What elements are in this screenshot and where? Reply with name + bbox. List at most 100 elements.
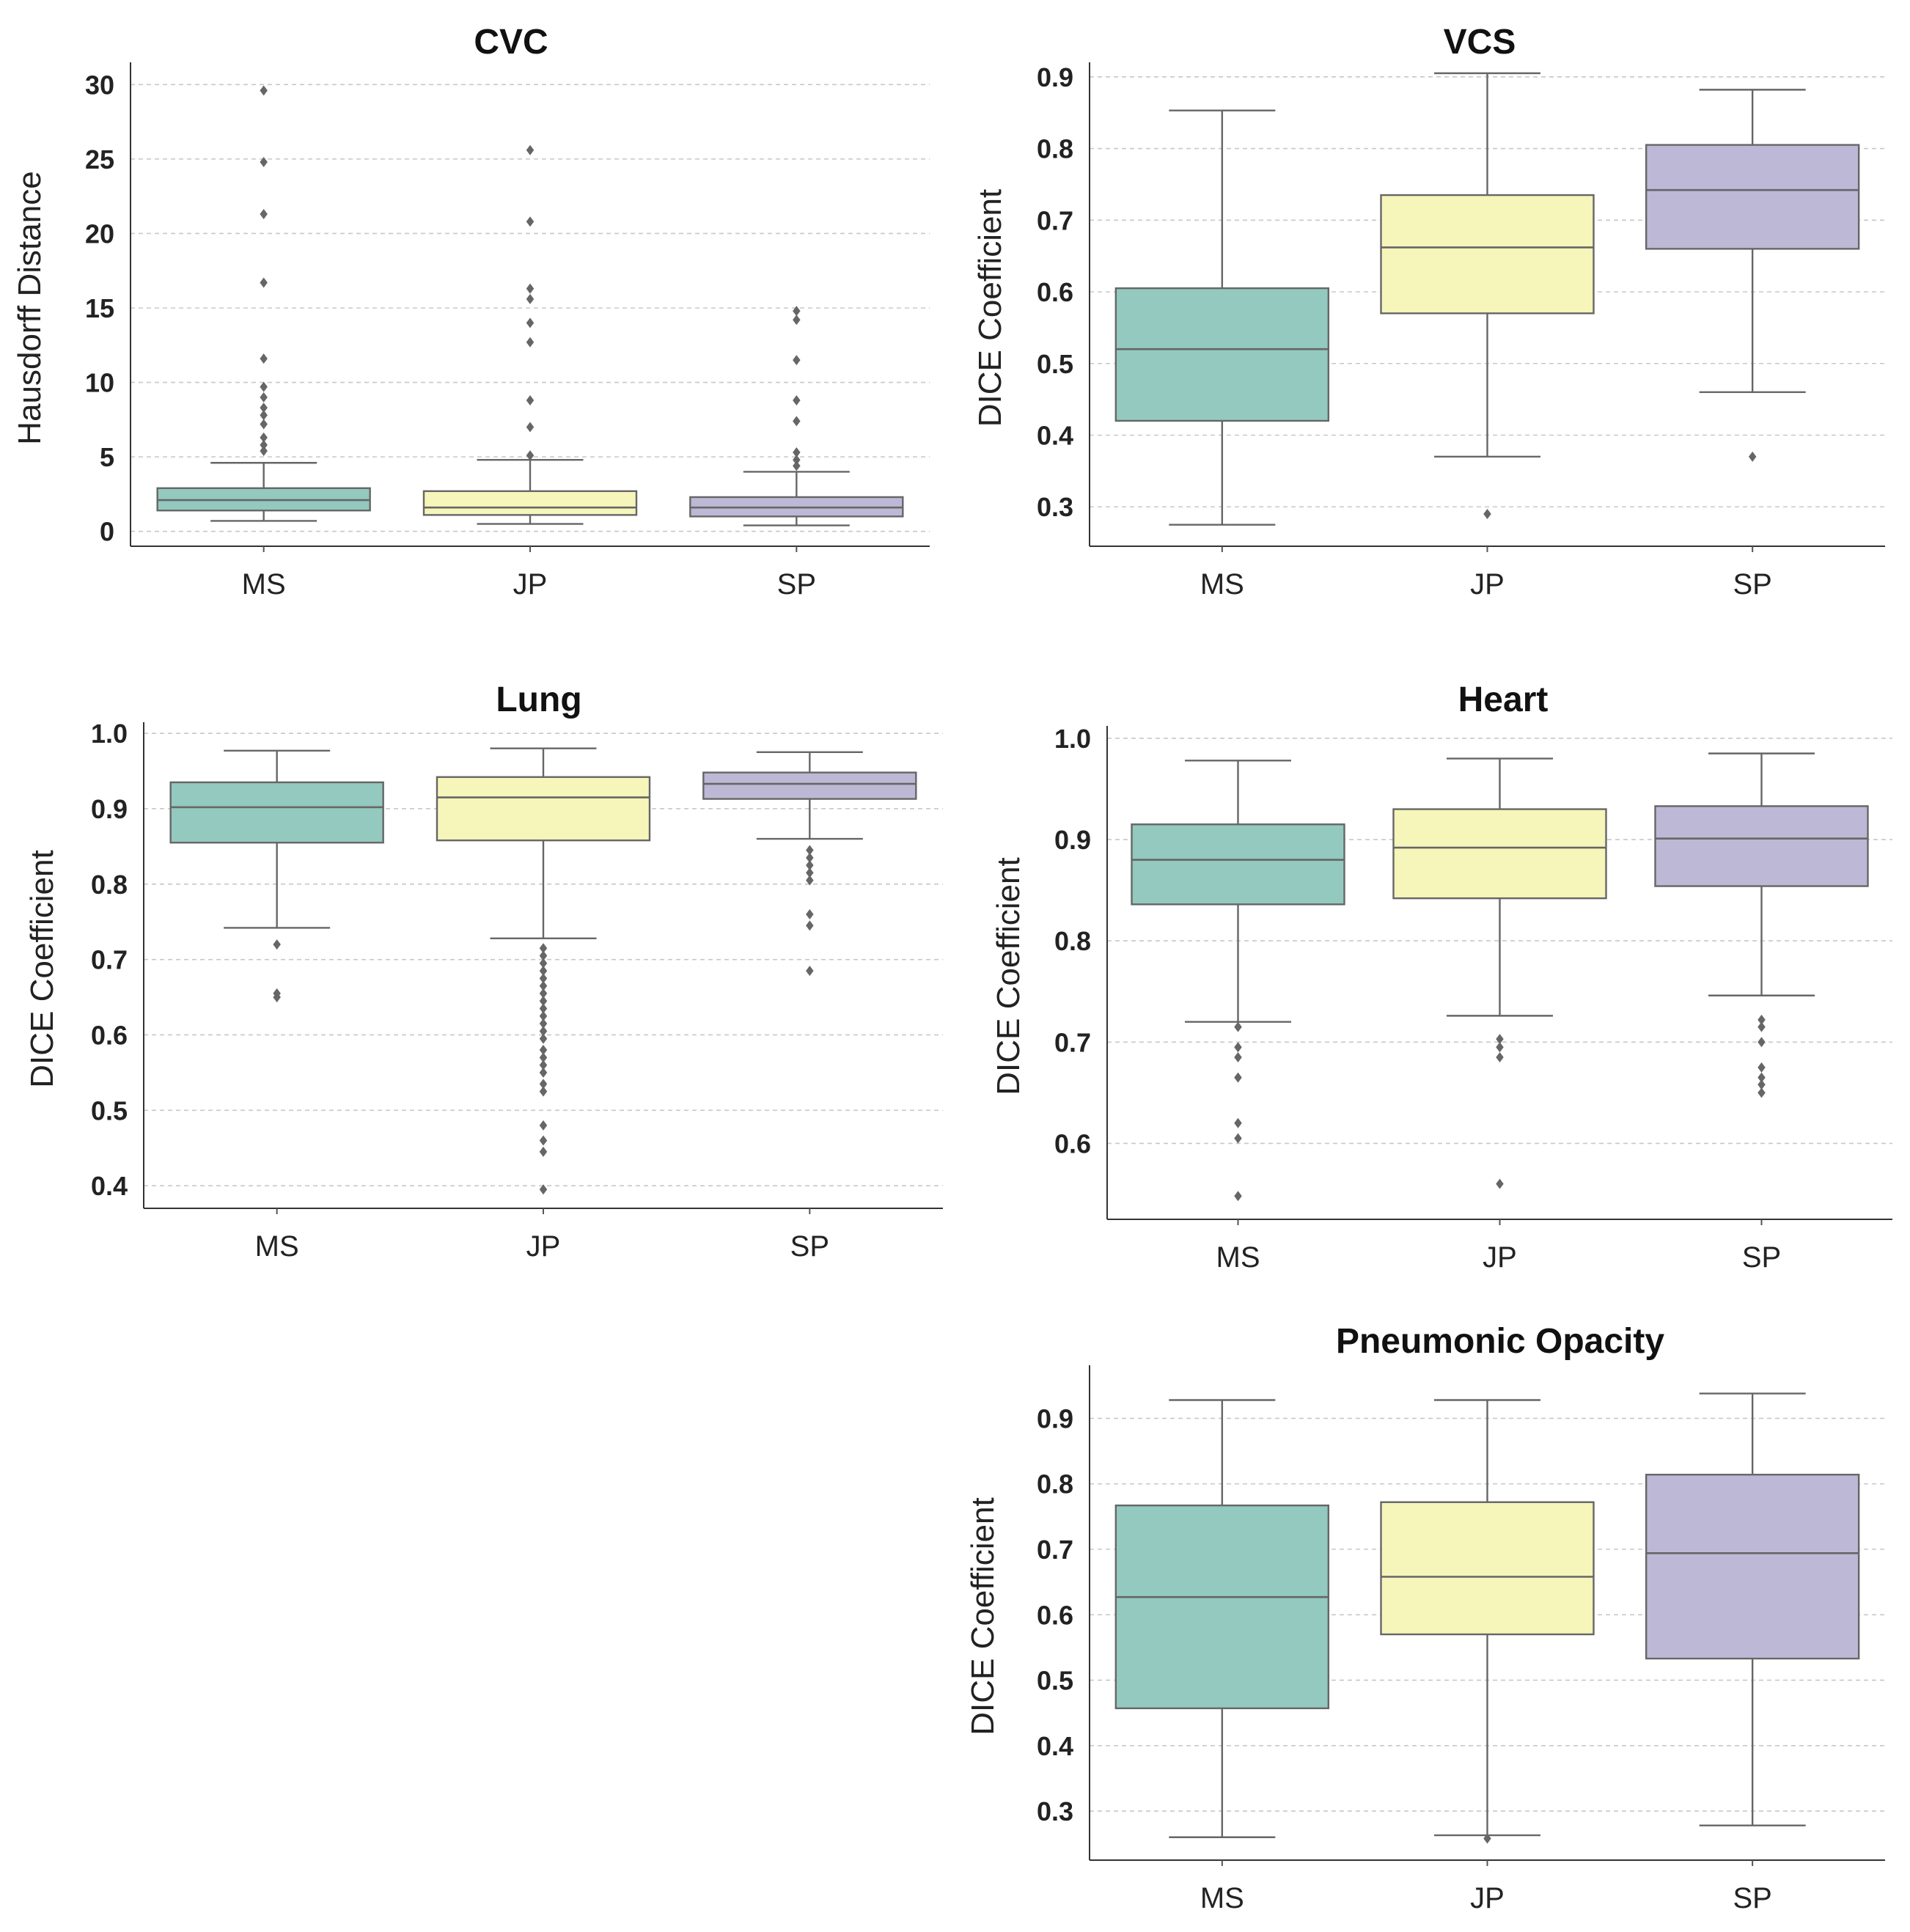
outlier-point [539,1086,548,1097]
x-tick-label-ms: MS [1200,568,1244,600]
outlier-point [1234,1191,1242,1202]
outlier-point [260,392,268,403]
outlier-point [539,1010,548,1021]
outlier-point [539,988,548,999]
x-tick-label-jp: JP [513,568,548,600]
outlier-point [793,416,801,427]
outlier-point [526,422,535,433]
box-iqr [1645,144,1860,250]
outlier-point [539,996,548,1007]
y-tick-label: 0.3 [1037,1796,1073,1826]
outlier-point [526,293,535,304]
box-group-ms [156,85,371,522]
outlier-point [526,394,535,405]
x-tick-label-ms: MS [255,1230,299,1263]
x-tick-label-ms: MS [1216,1241,1260,1274]
y-tick-label: 15 [85,293,114,323]
y-tick-label: 0.9 [1037,62,1073,92]
outlier-point [539,1018,548,1029]
outlier-point [1483,509,1491,520]
outlier-point [260,381,268,392]
box-iqr [169,781,384,844]
chart-heart: 0.6 0.7 0.8 0.9 1.0 MS JP SP Heart DICE Coefficie… [991,680,1892,1274]
y-tick-label: 0.8 [1054,926,1091,956]
outlier-point [1757,1021,1766,1032]
y-tick-label: 0.4 [1037,1731,1073,1761]
outlier-point [1757,1062,1766,1073]
chart-title: Pneumonic Opacity [1336,1322,1664,1361]
y-tick-label: 1.0 [91,719,128,749]
outlier-point [806,966,814,977]
chart-title: CVC [474,23,548,62]
outlier-point [539,1052,548,1063]
chart-title: Lung [496,680,581,719]
y-tick-label: 0.6 [91,1020,128,1050]
outlier-point [806,852,814,863]
box-iqr [1380,1501,1595,1636]
y-tick-label: 0.8 [1037,1469,1073,1499]
outlier-point [260,156,268,167]
outlier-point [1496,1042,1504,1053]
y-tick-label: 0 [100,517,114,547]
y-tick-label: 0.9 [1037,1403,1073,1433]
y-axis-label: DICE Coefficient [972,189,1008,427]
y-tick-label: 0.4 [91,1171,128,1201]
outlier-point [260,209,268,220]
x-tick-label-jp: JP [1470,1882,1505,1914]
x-tick-label-sp: SP [777,568,816,600]
outlier-point [539,980,548,991]
box-iqr [1131,823,1345,906]
outlier-point [806,875,814,886]
y-axis-label: DICE Coefficient [24,850,60,1087]
box-group-ms [1114,109,1330,526]
y-tick-label: 1.0 [1054,724,1091,754]
outlier-point [793,315,801,326]
y-tick-label: 0.8 [1037,134,1073,164]
outlier-point [526,283,535,294]
y-tick-label: 0.7 [1054,1027,1091,1057]
x-tick-label-ms: MS [1200,1882,1244,1914]
box-iqr [1654,805,1869,887]
outlier-point [1757,1072,1766,1083]
outlier-point [793,455,801,466]
box-iqr [1392,808,1607,900]
chart-pneumonic-opacity: 0.3 0.4 0.5 0.6 0.7 0.8 0.9 MS JP SP Pneumonic Opa… [965,1322,1885,1914]
box-group-sp [1645,1392,1860,1826]
outlier-point [260,403,268,414]
outlier-point [793,447,801,458]
outlier-point [806,920,814,931]
x-tick-label-sp: SP [1742,1241,1781,1274]
y-tick-label: 0.7 [1037,1535,1073,1565]
outlier-point [539,1120,548,1131]
outlier-point [273,992,281,1003]
box-group-sp [1645,89,1860,462]
outlier-point [539,1079,548,1090]
outlier-point [539,1184,548,1195]
outlier-point [1234,1042,1242,1053]
box-group-ms [169,749,384,1003]
x-tick-label-sp: SP [790,1230,829,1263]
x-tick-label-sp: SP [1733,568,1771,600]
box-iqr [436,776,651,842]
outlier-point [539,1045,548,1056]
outlier-point [1483,1833,1491,1844]
y-tick-label: 0.8 [91,870,128,900]
box-group-jp [1380,1399,1595,1844]
outlier-point [539,958,548,969]
outlier-point [260,410,268,421]
outlier-point [1496,1178,1504,1189]
outlier-point [793,460,801,471]
y-tick-label: 5 [100,442,114,472]
outlier-point [1496,1034,1504,1045]
box-iqr [1114,287,1330,422]
box-iqr [422,490,638,516]
chart-title: Heart [1458,680,1549,719]
box-group-jp [436,747,651,1195]
outlier-point [526,337,535,348]
y-tick-label: 0.6 [1054,1128,1091,1158]
outlier-point [526,450,535,461]
outlier-point [539,1026,548,1037]
box-group-jp [422,144,638,525]
outlier-point [539,1067,548,1078]
